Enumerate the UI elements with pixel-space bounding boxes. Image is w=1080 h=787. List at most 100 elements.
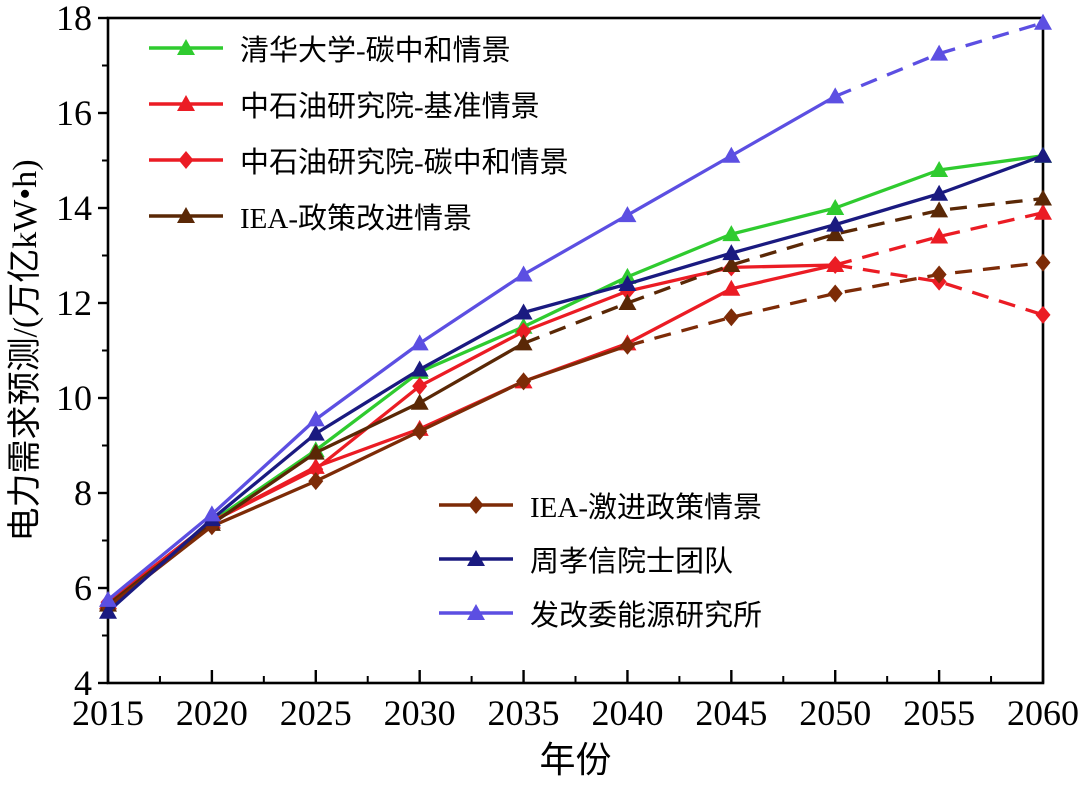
line-triangle-swatch-icon xyxy=(149,39,223,55)
y-tick-label: 6 xyxy=(74,568,92,608)
legend-label: 清华大学-碳中和情景 xyxy=(240,35,511,67)
y-tick-label: 12 xyxy=(56,283,92,323)
data-point-marker xyxy=(410,334,429,351)
x-tick-label: 2060 xyxy=(1007,693,1079,733)
legend-marker-icon xyxy=(177,207,195,223)
legend-label: IEA-政策改进情景 xyxy=(240,203,472,235)
line-diamond-swatch-icon xyxy=(149,151,223,169)
data-point-marker xyxy=(723,308,739,327)
legend-marker-icon xyxy=(177,39,195,55)
data-point-marker xyxy=(308,460,324,479)
data-point-marker xyxy=(722,225,741,242)
y-axis-title: 电力需求预测/(万亿kW•h) xyxy=(6,159,44,541)
y-tick-label: 10 xyxy=(56,378,92,418)
x-tick-label: 2035 xyxy=(488,693,560,733)
series-5 xyxy=(99,146,1052,619)
x-tick-label: 2050 xyxy=(799,693,871,733)
x-tick-label: 2030 xyxy=(384,693,456,733)
data-point-marker xyxy=(930,44,949,61)
legend-label: IEA-激进政策情景 xyxy=(530,492,762,524)
data-point-marker xyxy=(930,184,949,201)
data-point-marker xyxy=(1034,203,1052,220)
data-point-marker xyxy=(826,199,845,215)
legend-top: 清华大学-碳中和情景 中石油研究院-基准情景 中石油研究院-碳中和情景 IEA-… xyxy=(146,20,569,244)
y-tick-label: 18 xyxy=(56,0,92,38)
legend-item-iea-aggressive-policy: IEA-激进政策情景 xyxy=(436,478,762,532)
x-tick-label: 2040 xyxy=(591,693,663,733)
series-line-dashed xyxy=(522,196,1044,345)
legend-label: 中石油研究院-碳中和情景 xyxy=(240,147,569,179)
series-line-solid xyxy=(106,94,837,602)
x-tick-label: 2020 xyxy=(176,693,248,733)
line-triangle-swatch-icon xyxy=(149,95,223,111)
data-point-marker xyxy=(826,225,845,242)
data-point-marker xyxy=(1035,305,1051,324)
y-tick-label: 4 xyxy=(74,663,92,703)
legend-marker-icon xyxy=(178,151,194,169)
data-point-marker xyxy=(410,360,429,377)
data-point-marker xyxy=(516,372,532,391)
x-tick-label: 2055 xyxy=(903,693,975,733)
data-point-marker xyxy=(1034,146,1052,163)
data-point-marker xyxy=(202,505,221,522)
data-point-marker xyxy=(1034,13,1052,30)
legend-item-cnpc-baseline: 中石油研究院-基准情景 xyxy=(146,76,569,132)
data-point-marker xyxy=(618,275,637,291)
data-point-marker xyxy=(826,87,845,104)
data-point-marker xyxy=(306,424,325,441)
data-point-marker xyxy=(99,590,117,607)
data-point-marker xyxy=(722,244,741,261)
data-point-marker xyxy=(931,265,947,284)
data-point-marker xyxy=(306,410,325,427)
series-6 xyxy=(99,13,1052,607)
y-tick-label: 8 xyxy=(74,473,92,513)
legend-item-tsinghua-carbon-neutral: 清华大学-碳中和情景 xyxy=(146,20,569,76)
data-point-marker xyxy=(308,472,324,491)
x-tick-label: 2025 xyxy=(280,693,352,733)
data-point-marker xyxy=(516,322,532,341)
legend-marker-icon xyxy=(468,496,484,514)
data-point-marker xyxy=(514,303,533,320)
series-line-dashed xyxy=(834,211,1044,267)
legend-marker-icon xyxy=(467,550,485,566)
series-line-dashed xyxy=(627,260,1044,348)
data-point-marker xyxy=(306,443,325,460)
legend-label: 发改委能源研究所 xyxy=(530,600,763,632)
legend-label: 周孝信院士团队 xyxy=(530,546,734,578)
y-tick-label: 14 xyxy=(56,188,92,228)
data-point-marker xyxy=(722,146,741,163)
data-point-marker xyxy=(412,422,428,441)
legend-marker-icon xyxy=(467,604,485,620)
data-point-marker xyxy=(930,201,949,218)
series-line-solid xyxy=(106,154,1044,613)
data-point-marker xyxy=(99,602,117,619)
data-point-marker xyxy=(827,284,843,303)
data-point-marker xyxy=(410,393,429,410)
data-point-marker xyxy=(1034,189,1052,206)
legend-bottom: IEA-激进政策情景 周孝信院士团队 发改委能源研究所 xyxy=(436,478,762,640)
legend-item-cnpc-carbon-neutral: 中石油研究院-碳中和情景 xyxy=(146,132,569,188)
legend-item-ndrc-energy-institute: 发改委能源研究所 xyxy=(436,586,762,640)
series-line-solid xyxy=(106,154,1044,604)
line-triangle-swatch-icon xyxy=(149,207,223,223)
data-point-marker xyxy=(618,294,637,310)
data-point-marker xyxy=(514,334,533,351)
legend-label: 中石油研究院-基准情景 xyxy=(240,91,540,123)
data-point-marker xyxy=(722,279,741,296)
data-point-marker xyxy=(722,256,741,272)
data-point-marker xyxy=(1035,253,1051,272)
data-point-marker xyxy=(619,336,635,355)
line-triangle-swatch-icon xyxy=(439,550,513,566)
data-point-marker xyxy=(827,256,843,274)
data-point-marker xyxy=(826,215,845,232)
data-point-marker xyxy=(514,265,533,282)
series-line-solid xyxy=(106,344,628,609)
line-diamond-swatch-icon xyxy=(439,496,513,514)
legend-item-zhou-xiaoxin-team: 周孝信院士团队 xyxy=(436,532,762,586)
line-triangle-swatch-icon xyxy=(439,604,513,620)
data-point-marker xyxy=(412,377,428,396)
data-point-marker xyxy=(930,227,949,244)
x-axis-title: 年份 xyxy=(539,740,611,780)
